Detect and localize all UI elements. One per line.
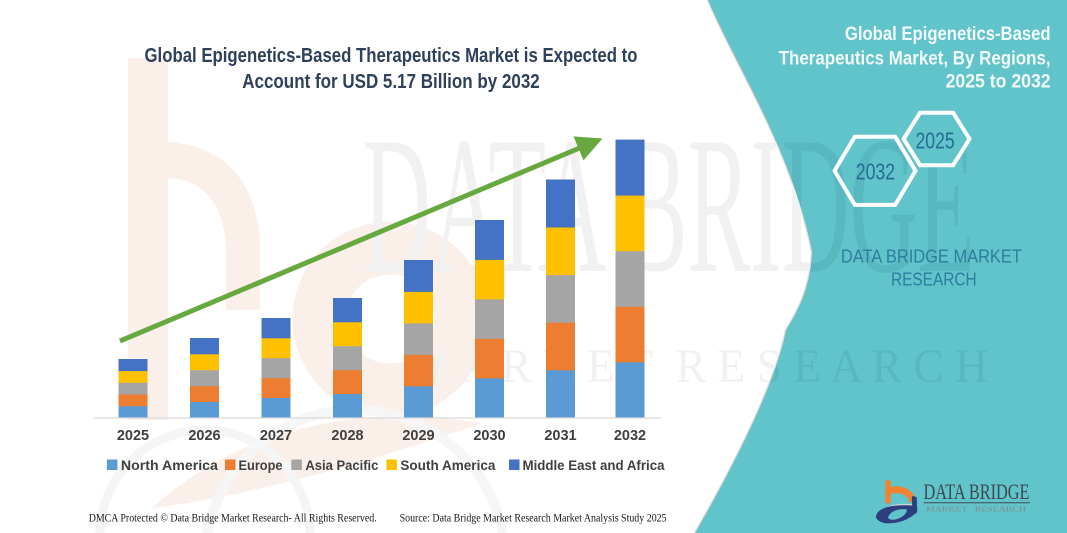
svg-text:Asia Pacific: Asia Pacific: [305, 458, 378, 473]
svg-text:2026: 2026: [188, 428, 220, 444]
svg-text:2025: 2025: [916, 127, 955, 153]
svg-text:Europe: Europe: [239, 458, 283, 473]
svg-text:Account for USD 5.17 Billion b: Account for USD 5.17 Billion by 2032: [242, 70, 540, 93]
svg-text:South America: South America: [400, 458, 495, 473]
svg-text:RESEARCH: RESEARCH: [891, 269, 977, 289]
svg-text:Middle East and Africa: Middle East and Africa: [523, 458, 665, 473]
svg-text:2029: 2029: [402, 428, 434, 444]
svg-text:MARKET RESEARCH: MARKET RESEARCH: [926, 505, 1027, 514]
svg-text:2025: 2025: [117, 428, 149, 444]
svg-text:DATA BRIDGE MARKET: DATA BRIDGE MARKET: [841, 247, 1022, 267]
svg-text:2028: 2028: [331, 428, 363, 444]
svg-text:2025 to 2032: 2025 to 2032: [946, 71, 1051, 93]
svg-text:North America: North America: [121, 458, 219, 473]
svg-text:DMCA Protected © Data Bridge M: DMCA Protected © Data Bridge Market Rese…: [89, 511, 377, 525]
svg-text:2032: 2032: [856, 159, 895, 185]
svg-text:2031: 2031: [544, 428, 576, 444]
svg-text:Therapeutics Market, By Region: Therapeutics Market, By Regions,: [779, 48, 1051, 70]
svg-text:Global Epigenetics-Based: Global Epigenetics-Based: [845, 23, 1051, 45]
svg-text:2032: 2032: [614, 428, 646, 444]
svg-text:2027: 2027: [260, 428, 292, 444]
svg-text:2030: 2030: [473, 428, 505, 444]
svg-text:Global Epigenetics-Based Thera: Global Epigenetics-Based Therapeutics Ma…: [145, 44, 638, 67]
svg-text:Source: Data Bridge Market Res: Source: Data Bridge Market Research Mark…: [400, 511, 667, 525]
svg-text:DATA BRIDGE: DATA BRIDGE: [924, 479, 1030, 504]
